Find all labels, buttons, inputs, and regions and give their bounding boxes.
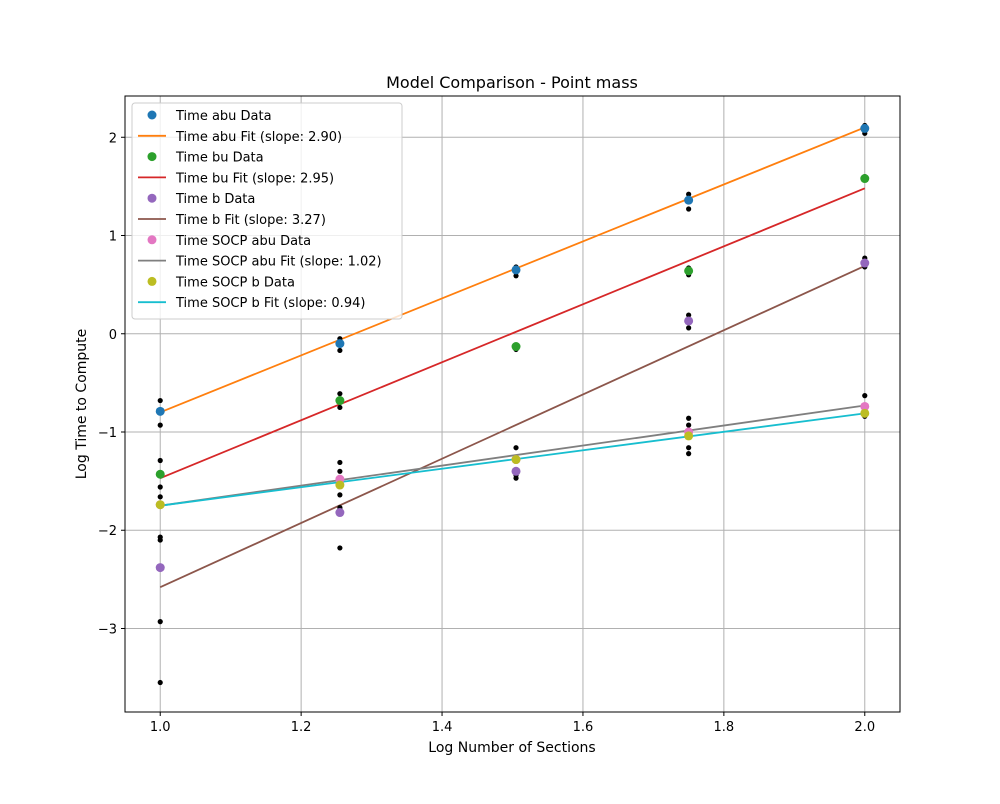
data-point <box>335 480 345 490</box>
data-point <box>860 258 870 268</box>
y-axis-label: Log Time to Compute <box>74 329 90 480</box>
x-tick-label: 2.0 <box>854 720 875 735</box>
x-tick-label: 1.6 <box>573 720 594 735</box>
legend-marker-swatch <box>147 110 157 120</box>
raw-point <box>686 325 692 331</box>
y-tick-label: 2 <box>109 131 117 146</box>
raw-point <box>157 422 163 428</box>
data-markers <box>155 123 870 573</box>
raw-point <box>513 273 519 279</box>
legend-marker-swatch <box>147 235 157 245</box>
legend-label: Time b Data <box>175 192 255 207</box>
y-tick-label: −3 <box>98 622 117 637</box>
data-point <box>155 563 165 573</box>
raw-point <box>157 537 163 543</box>
legend-label: Time SOCP b Data <box>175 275 295 290</box>
raw-point <box>686 422 692 428</box>
legend-label: Time bu Fit (slope: 2.95) <box>175 171 334 186</box>
x-tick-label: 1.2 <box>291 720 312 735</box>
legend: Time abu Data Time abu Fit (slope: 2.90) T… <box>131 102 403 320</box>
raw-point <box>337 468 343 474</box>
x-tick-label: 1.8 <box>714 720 735 735</box>
legend-marker-swatch <box>147 193 157 203</box>
legend-label: Time bu Data <box>175 151 264 166</box>
data-point <box>511 342 521 352</box>
fit-line <box>159 187 866 480</box>
axis-ticks: 1.0 1.2 1.4 1.6 1.8 2.0 −3 −2 −1 0 1 2 <box>98 131 875 735</box>
legend-label: Time SOCP b Fit (slope: 0.94) <box>175 296 365 311</box>
data-point <box>860 174 870 184</box>
data-point <box>684 316 694 326</box>
y-tick-label: 1 <box>109 230 117 245</box>
data-point <box>860 408 870 418</box>
data-point <box>335 508 345 518</box>
raw-point <box>513 475 519 481</box>
legend-marker-swatch <box>147 152 157 162</box>
data-point <box>155 500 165 510</box>
raw-point <box>337 404 343 411</box>
legend-box <box>131 102 403 320</box>
data-point <box>511 466 521 476</box>
data-point <box>335 339 345 349</box>
raw-point <box>157 484 163 490</box>
legend-label: Time abu Fit (slope: 2.90) <box>175 130 342 145</box>
fit-line <box>160 404 865 507</box>
raw-point <box>157 494 163 500</box>
raw-point <box>157 619 163 625</box>
legend-label: Time b Fit (slope: 3.27) <box>175 213 326 228</box>
raw-point <box>337 347 343 354</box>
y-tick-label: −2 <box>98 524 117 539</box>
raw-point <box>686 451 692 457</box>
raw-point <box>337 545 343 551</box>
chart-title: Model Comparison - Point mass <box>386 73 638 92</box>
plot-frame <box>124 95 901 713</box>
raw-point <box>686 445 692 451</box>
x-axis-label: Log Number of Sections <box>428 740 595 756</box>
raw-point <box>862 393 868 399</box>
raw-point <box>686 191 692 197</box>
data-point <box>511 265 521 275</box>
raw-point <box>157 679 163 686</box>
data-point <box>860 123 870 133</box>
x-tick-label: 1.0 <box>150 720 171 735</box>
legend-label: Time SOCP abu Fit (slope: 1.02) <box>175 255 382 270</box>
y-tick-label: −1 <box>98 426 117 441</box>
raw-point <box>337 391 343 397</box>
raw-point <box>157 457 163 464</box>
y-tick-label: 0 <box>109 328 117 343</box>
data-point <box>155 469 165 479</box>
legend-label: Time SOCP abu Data <box>175 234 311 249</box>
data-point <box>684 431 694 441</box>
x-tick-label: 1.4 <box>432 720 453 735</box>
raw-point <box>337 459 343 466</box>
data-point <box>860 401 870 411</box>
data-point <box>155 406 165 416</box>
raw-point <box>686 312 692 318</box>
legend-marker-swatch <box>147 276 157 286</box>
legend-label: Time abu Data <box>175 109 272 124</box>
data-point <box>684 195 694 205</box>
data-point <box>335 396 345 406</box>
raw-point <box>157 397 163 404</box>
raw-point <box>686 206 692 212</box>
data-point <box>684 266 694 276</box>
raw-point <box>686 415 692 421</box>
fit-line <box>159 265 866 589</box>
raw-point <box>513 445 519 451</box>
raw-point <box>337 492 343 498</box>
data-point <box>511 455 521 465</box>
